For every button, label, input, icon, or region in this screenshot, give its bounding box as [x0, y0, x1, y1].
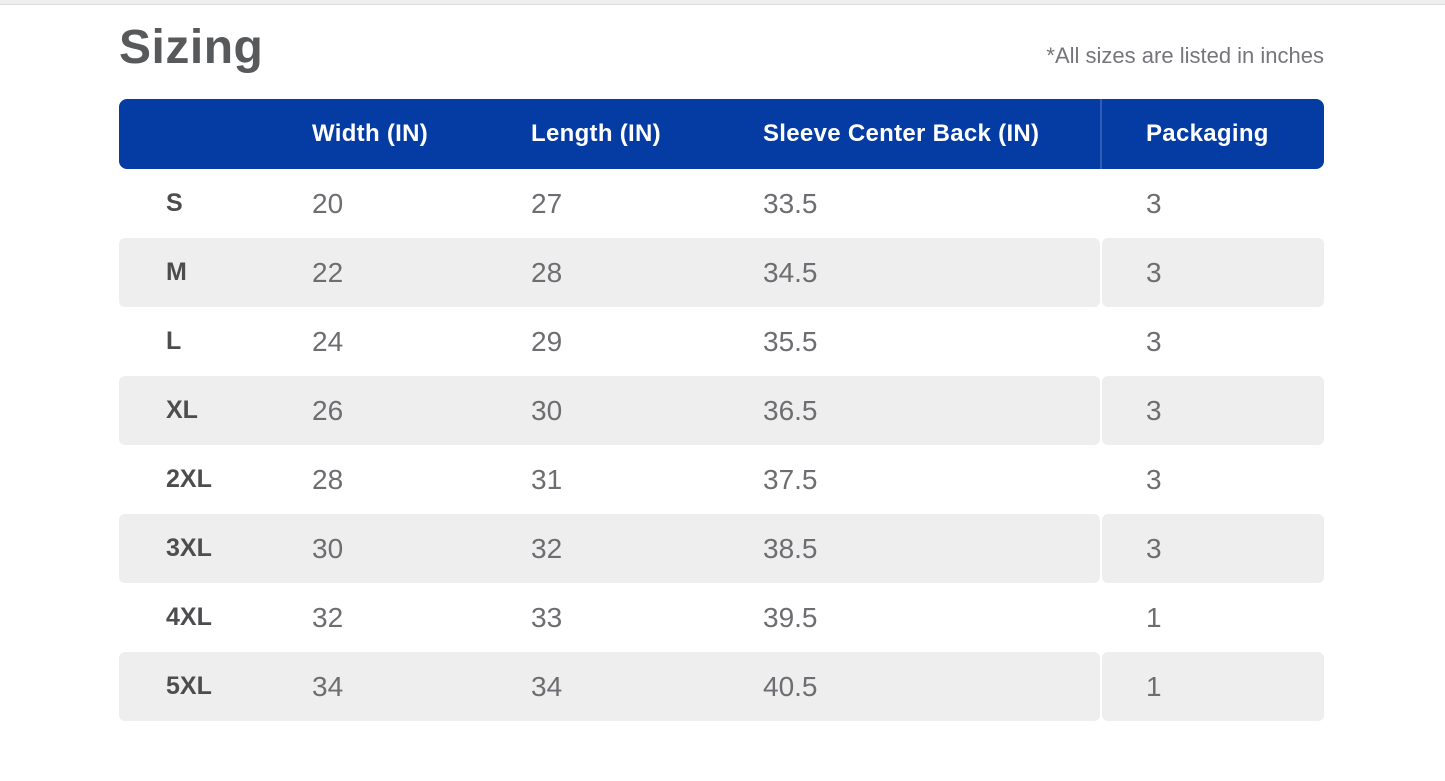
header-column-divider [1100, 99, 1102, 169]
size-label: XL [166, 396, 198, 424]
row-main-segment: 5XL 34 34 40.5 [119, 652, 1100, 721]
packaging-value: 3 [1146, 187, 1162, 219]
table-row: M 22 28 34.5 3 [119, 238, 1324, 307]
sleeve-center-back-value: 37.5 [763, 463, 818, 495]
row-packaging-segment: 3 [1102, 238, 1324, 307]
size-label: S [166, 189, 183, 217]
row-main-segment: S 20 27 33.5 [119, 169, 1100, 238]
sizing-section: Sizing *All sizes are listed in inches W… [119, 19, 1324, 721]
length-value: 33 [531, 601, 563, 633]
sleeve-center-back-value: 34.5 [763, 256, 818, 288]
table-row: 5XL 34 34 40.5 1 [119, 652, 1324, 721]
size-label: 5XL [166, 672, 212, 700]
width-value: 26 [312, 394, 344, 426]
size-label: 3XL [166, 534, 212, 562]
col-header-packaging: Packaging [1146, 120, 1269, 147]
row-main-segment: M 22 28 34.5 [119, 238, 1100, 307]
packaging-value: 3 [1146, 463, 1162, 495]
sleeve-center-back-value: 33.5 [763, 187, 818, 219]
page-title: Sizing [119, 21, 264, 74]
size-label: 2XL [166, 465, 212, 493]
row-main-segment: 4XL 32 33 39.5 [119, 583, 1100, 652]
row-packaging-segment: 3 [1102, 514, 1324, 583]
table-body: S 20 27 33.5 3 M 22 28 34.5 3 L 24 29 35… [119, 169, 1324, 721]
size-label: L [166, 327, 182, 355]
size-label: 4XL [166, 603, 212, 631]
width-value: 20 [312, 187, 344, 219]
packaging-value: 3 [1146, 532, 1162, 564]
length-value: 34 [531, 670, 563, 702]
row-packaging-segment: 3 [1102, 376, 1324, 445]
length-value: 27 [531, 187, 563, 219]
col-header-width: Width (IN) [312, 120, 429, 147]
row-packaging-segment: 3 [1102, 307, 1324, 376]
sleeve-center-back-value: 38.5 [763, 532, 818, 564]
row-main-segment: 2XL 28 31 37.5 [119, 445, 1100, 514]
width-value: 22 [312, 256, 344, 288]
table-row: XL 26 30 36.5 3 [119, 376, 1324, 445]
row-packaging-segment: 3 [1102, 445, 1324, 514]
row-main-segment: L 24 29 35.5 [119, 307, 1100, 376]
table-row: 2XL 28 31 37.5 3 [119, 445, 1324, 514]
size-label: M [166, 258, 187, 286]
width-value: 32 [312, 601, 344, 633]
col-header-length: Length (IN) [531, 120, 661, 147]
sizing-table: Width (IN) Length (IN) Sleeve Center Bac… [119, 99, 1324, 721]
page-top-border [0, 0, 1445, 5]
length-value: 28 [531, 256, 563, 288]
sleeve-center-back-value: 39.5 [763, 601, 818, 633]
section-header: Sizing *All sizes are listed in inches [119, 19, 1324, 79]
width-value: 24 [312, 325, 344, 357]
table-row: 3XL 30 32 38.5 3 [119, 514, 1324, 583]
table-row: 4XL 32 33 39.5 1 [119, 583, 1324, 652]
width-value: 28 [312, 463, 344, 495]
packaging-value: 3 [1146, 256, 1162, 288]
sleeve-center-back-value: 36.5 [763, 394, 818, 426]
header-main-segment: Width (IN) Length (IN) Sleeve Center Bac… [119, 99, 1100, 169]
length-value: 31 [531, 463, 563, 495]
length-value: 30 [531, 394, 563, 426]
packaging-value: 1 [1146, 601, 1162, 633]
row-main-segment: XL 26 30 36.5 [119, 376, 1100, 445]
row-main-segment: 3XL 30 32 38.5 [119, 514, 1100, 583]
col-header-sleeve-center-back: Sleeve Center Back (IN) [763, 120, 1040, 147]
row-packaging-segment: 1 [1102, 652, 1324, 721]
width-value: 30 [312, 532, 344, 564]
packaging-value: 3 [1146, 325, 1162, 357]
width-value: 34 [312, 670, 344, 702]
table-row: L 24 29 35.5 3 [119, 307, 1324, 376]
packaging-value: 1 [1146, 670, 1162, 702]
row-packaging-segment: 3 [1102, 169, 1324, 238]
packaging-value: 3 [1146, 394, 1162, 426]
length-value: 32 [531, 532, 563, 564]
sleeve-center-back-value: 35.5 [763, 325, 818, 357]
sizes-unit-note: *All sizes are listed in inches [1046, 43, 1324, 68]
header-packaging-segment: Packaging [1102, 99, 1324, 169]
table-row: S 20 27 33.5 3 [119, 169, 1324, 238]
length-value: 29 [531, 325, 563, 357]
sleeve-center-back-value: 40.5 [763, 670, 818, 702]
table-header-row: Width (IN) Length (IN) Sleeve Center Bac… [119, 99, 1324, 169]
row-packaging-segment: 1 [1102, 583, 1324, 652]
